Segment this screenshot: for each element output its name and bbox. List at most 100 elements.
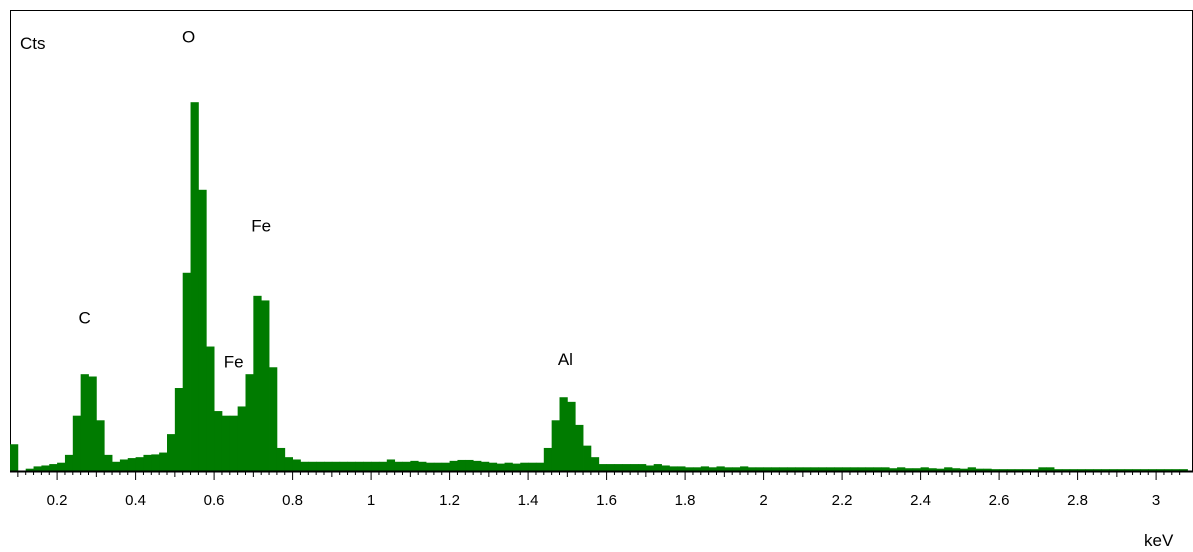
spectrum-bar [865,467,874,471]
x-tick-label: 1 [367,492,375,509]
spectrum-bar [300,461,309,471]
spectrum-bar [755,467,764,471]
spectrum-bar [983,468,992,471]
spectrum-bar [677,466,686,471]
spectrum-bar [740,466,749,471]
spectrum-bar [614,464,623,471]
spectrum-bar [261,300,270,471]
spectrum-bar [889,468,898,471]
spectrum-bar [237,406,246,471]
spectrum-bar [944,467,953,471]
spectrum-bar [284,457,293,471]
spectrum-bar [426,462,435,471]
spectrum-bar [661,465,670,471]
spectrum-bar [1046,467,1055,471]
spectrum-bar [457,459,466,471]
spectrum-bar [716,466,725,471]
spectrum-bar [1054,469,1063,471]
spectrum-bar [402,461,411,471]
x-tick-label: 2 [759,492,767,509]
spectrum-bar [802,467,812,471]
spectrum-bar [371,461,380,471]
x-axis-tick-labels: 0.2 0.4 0.6 0.8 1 1.2 1.4 1.6 1.8 2 2.2 2.4 2.6 2.8 3 [47,492,1161,509]
spectrum-bar [692,467,702,471]
spectrum-bar [849,467,859,471]
spectrum-bar [881,467,890,471]
spectrum-bar [80,374,89,471]
spectrum-bar [567,401,576,471]
spectrum-bar [512,463,521,471]
spectrum-bar [96,420,105,471]
spectrum-bar [49,464,58,471]
spectrum-bar [253,295,262,471]
spectrum-bar [151,454,160,471]
x-tick-label: 0.8 [282,492,303,509]
spectrum-bar [920,467,929,471]
spectrum-bar [724,467,733,471]
peak-label: C [78,308,90,327]
spectrum-bar [1101,469,1110,471]
spectrum-bar [685,467,694,471]
spectrum-bar [206,346,215,471]
spectrum-bar [897,467,906,471]
spectrum-bar [630,464,639,471]
spectrum-bar [229,415,239,471]
spectrum-bar [488,462,498,471]
peak-label: Fe [224,352,244,371]
spectrum-bar [269,367,278,471]
spectrum-bar [167,434,176,471]
spectrum-bar [1014,469,1024,471]
spectrum-bar [645,465,655,471]
spectrum-bar [535,462,545,471]
spectrum-bar [331,461,341,471]
spectrum-bar [959,468,969,471]
x-tick-label: 1.6 [596,492,617,509]
y-axis-label: Cts [20,34,46,53]
spectrum-bar [590,457,600,471]
spectrum-bar [904,468,914,471]
spectrum-bar [787,467,796,471]
spectrum-bar [64,454,74,471]
spectrum-bar [622,464,631,471]
spectrum-bar [1061,469,1071,471]
spectrum-bar [143,454,152,471]
spectrum-bar [952,468,961,471]
spectrum-bar [700,466,710,471]
spectrum-bar [583,445,592,471]
spectrum-bar [771,467,780,471]
spectrum-bar [112,461,121,471]
x-tick-label: 2.6 [989,492,1010,509]
spectrum-bar [182,272,191,471]
spectrum-bar [928,468,937,471]
spectrum-bar [473,460,482,471]
spectrum-bar [818,467,827,471]
spectrum-bar [72,415,82,471]
x-tick-label: 2.2 [832,492,853,509]
spectrum-bar [857,467,867,471]
spectrum-bar [33,466,42,471]
spectrum-bar [834,467,843,471]
spectrum-bar [245,374,254,471]
spectrum-bar [606,464,615,471]
spectrum-bar [842,467,851,471]
spectrum-bar [991,469,1000,471]
spectrum-bar [159,452,168,471]
spectrum-bar [339,461,348,471]
x-tick-label: 2.4 [910,492,931,509]
spectrum-bar [708,467,717,471]
spectrum-bar [276,447,286,471]
spectrum-bar [1093,469,1102,471]
spectrum-bar [1140,469,1149,471]
spectrum-bar [496,463,505,471]
spectrum-bars [10,102,1188,472]
peak-annotations: O Fe C Fe Al [78,27,573,371]
spectrum-bar [912,468,921,471]
spectrum-bar [1109,469,1118,471]
spectrum-bar [826,467,835,471]
spectrum-bar [465,459,474,471]
spectrum-bar [1148,469,1157,471]
spectrum-bar [575,424,584,471]
x-tick-label: 2.8 [1067,492,1088,509]
spectrum-bar [441,462,450,471]
